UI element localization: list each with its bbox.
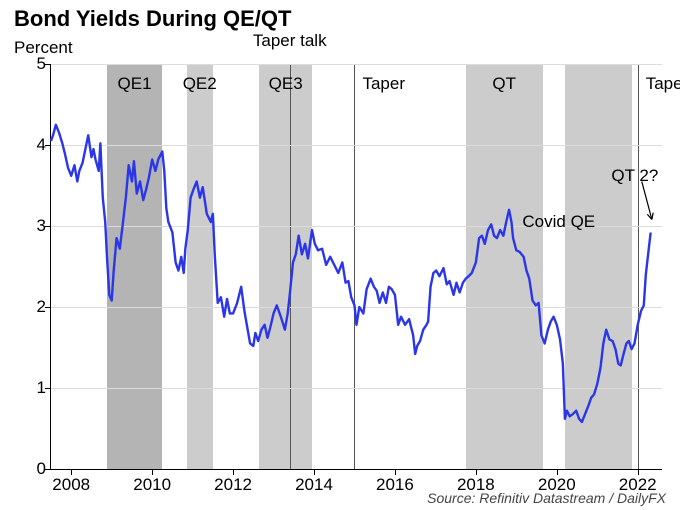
x-tick-label: 2016 — [376, 475, 414, 495]
y-tick-label: 3 — [21, 216, 46, 236]
chart-source: Source: Refinitiv Datastream / DailyFX — [427, 490, 666, 506]
chart-container: Bond Yields During QE/QT Percent QE1QE2Q… — [0, 0, 680, 510]
plot-area: QE1QE2QE3QTTaper talkTaperTaper 20123452… — [50, 64, 662, 470]
y-tick-label: 2 — [21, 297, 46, 317]
x-tick-label: 2010 — [133, 475, 171, 495]
x-tick-mark — [233, 469, 234, 475]
arrow-svg — [51, 64, 662, 469]
x-tick-mark — [71, 469, 72, 475]
x-tick-mark — [638, 469, 639, 475]
chart-title: Bond Yields During QE/QT — [14, 6, 291, 32]
y-tick-label: 1 — [21, 378, 46, 398]
y-tick-mark — [45, 469, 51, 470]
x-tick-label: 2012 — [214, 475, 252, 495]
x-tick-mark — [395, 469, 396, 475]
arrow-line — [642, 181, 652, 219]
vline-label: Taper talk — [253, 31, 327, 51]
y-tick-label: 5 — [21, 54, 46, 74]
x-tick-mark — [476, 469, 477, 475]
x-tick-label: 2008 — [52, 475, 90, 495]
x-tick-mark — [314, 469, 315, 475]
x-tick-mark — [152, 469, 153, 475]
x-tick-label: 2014 — [295, 475, 333, 495]
y-tick-label: 4 — [21, 135, 46, 155]
x-tick-mark — [557, 469, 558, 475]
y-tick-label: 0 — [21, 459, 46, 479]
